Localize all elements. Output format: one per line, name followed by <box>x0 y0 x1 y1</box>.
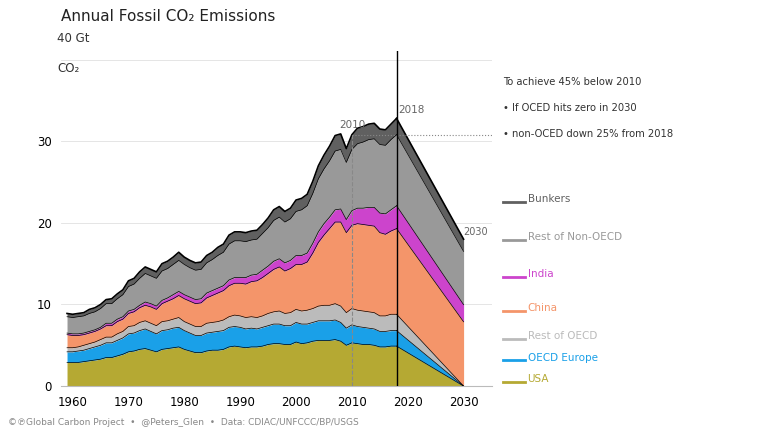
Text: To achieve 45% below 2010: To achieve 45% below 2010 <box>503 77 641 87</box>
Text: 2018: 2018 <box>399 105 425 115</box>
Text: OECD Europe: OECD Europe <box>528 353 598 363</box>
Text: 40 Gt: 40 Gt <box>57 32 90 45</box>
Text: • non-OCED down 25% from 2018: • non-OCED down 25% from 2018 <box>503 129 674 139</box>
Text: USA: USA <box>528 374 549 384</box>
Text: Rest of OECD: Rest of OECD <box>528 331 597 341</box>
Text: CO₂: CO₂ <box>57 62 79 75</box>
Text: • If OCED hits zero in 2030: • If OCED hits zero in 2030 <box>503 103 637 113</box>
Text: Annual Fossil CO₂ Emissions: Annual Fossil CO₂ Emissions <box>61 9 276 24</box>
Text: Rest of Non-OECD: Rest of Non-OECD <box>528 233 622 242</box>
Text: India: India <box>528 269 553 279</box>
Text: China: China <box>528 303 558 313</box>
Text: ©℗Global Carbon Project  •  @Peters_Glen  •  Data: CDIAC/UNFCCC/BP/USGS: ©℗Global Carbon Project • @Peters_Glen •… <box>8 418 359 427</box>
Text: Bunkers: Bunkers <box>528 194 570 204</box>
Text: 2010: 2010 <box>339 120 365 130</box>
Text: 2030: 2030 <box>464 227 488 237</box>
